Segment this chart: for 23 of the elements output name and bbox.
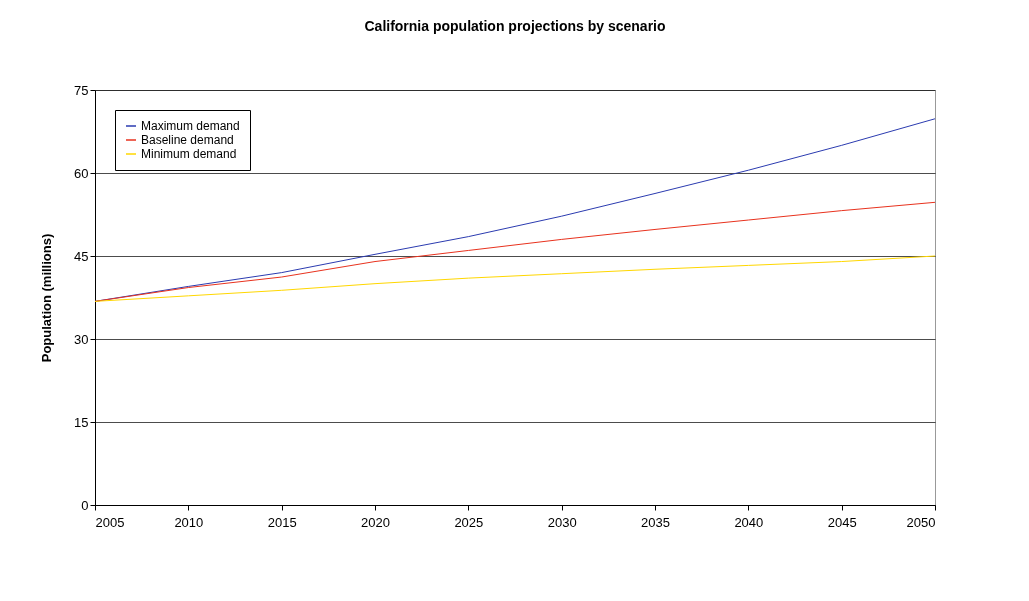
y-tick-label: 0 xyxy=(81,497,89,513)
y-tick-label: 60 xyxy=(74,165,89,181)
x-tick-label: 2035 xyxy=(641,514,670,530)
y-tick-label: 30 xyxy=(74,331,89,347)
x-tick-label: 2040 xyxy=(734,514,764,530)
x-tick-label: 2030 xyxy=(547,514,577,530)
x-tick-label: 2020 xyxy=(361,514,390,530)
line-series xyxy=(94,201,936,302)
x-tick-label: 2045 xyxy=(827,514,857,530)
legend-label: Maximum demand xyxy=(141,119,240,133)
legend-label: Baseline demand xyxy=(141,133,234,147)
y-tick-label: 75 xyxy=(74,82,89,98)
y-tick-label: 15 xyxy=(74,414,89,430)
x-tick-label: 2050 xyxy=(906,514,936,530)
y-tick-label: 45 xyxy=(74,248,89,264)
y-axis-title: Population (millions) xyxy=(39,233,55,363)
legend-label: Minimum demand xyxy=(141,147,237,161)
line-series xyxy=(94,255,936,302)
x-tick-label: 2005 xyxy=(95,514,125,530)
x-tick-label: 2025 xyxy=(454,514,484,530)
chart-title: California population projections by scenario xyxy=(364,18,666,34)
x-tick-label: 2010 xyxy=(174,514,204,530)
x-tick-label: 2015 xyxy=(267,514,297,530)
